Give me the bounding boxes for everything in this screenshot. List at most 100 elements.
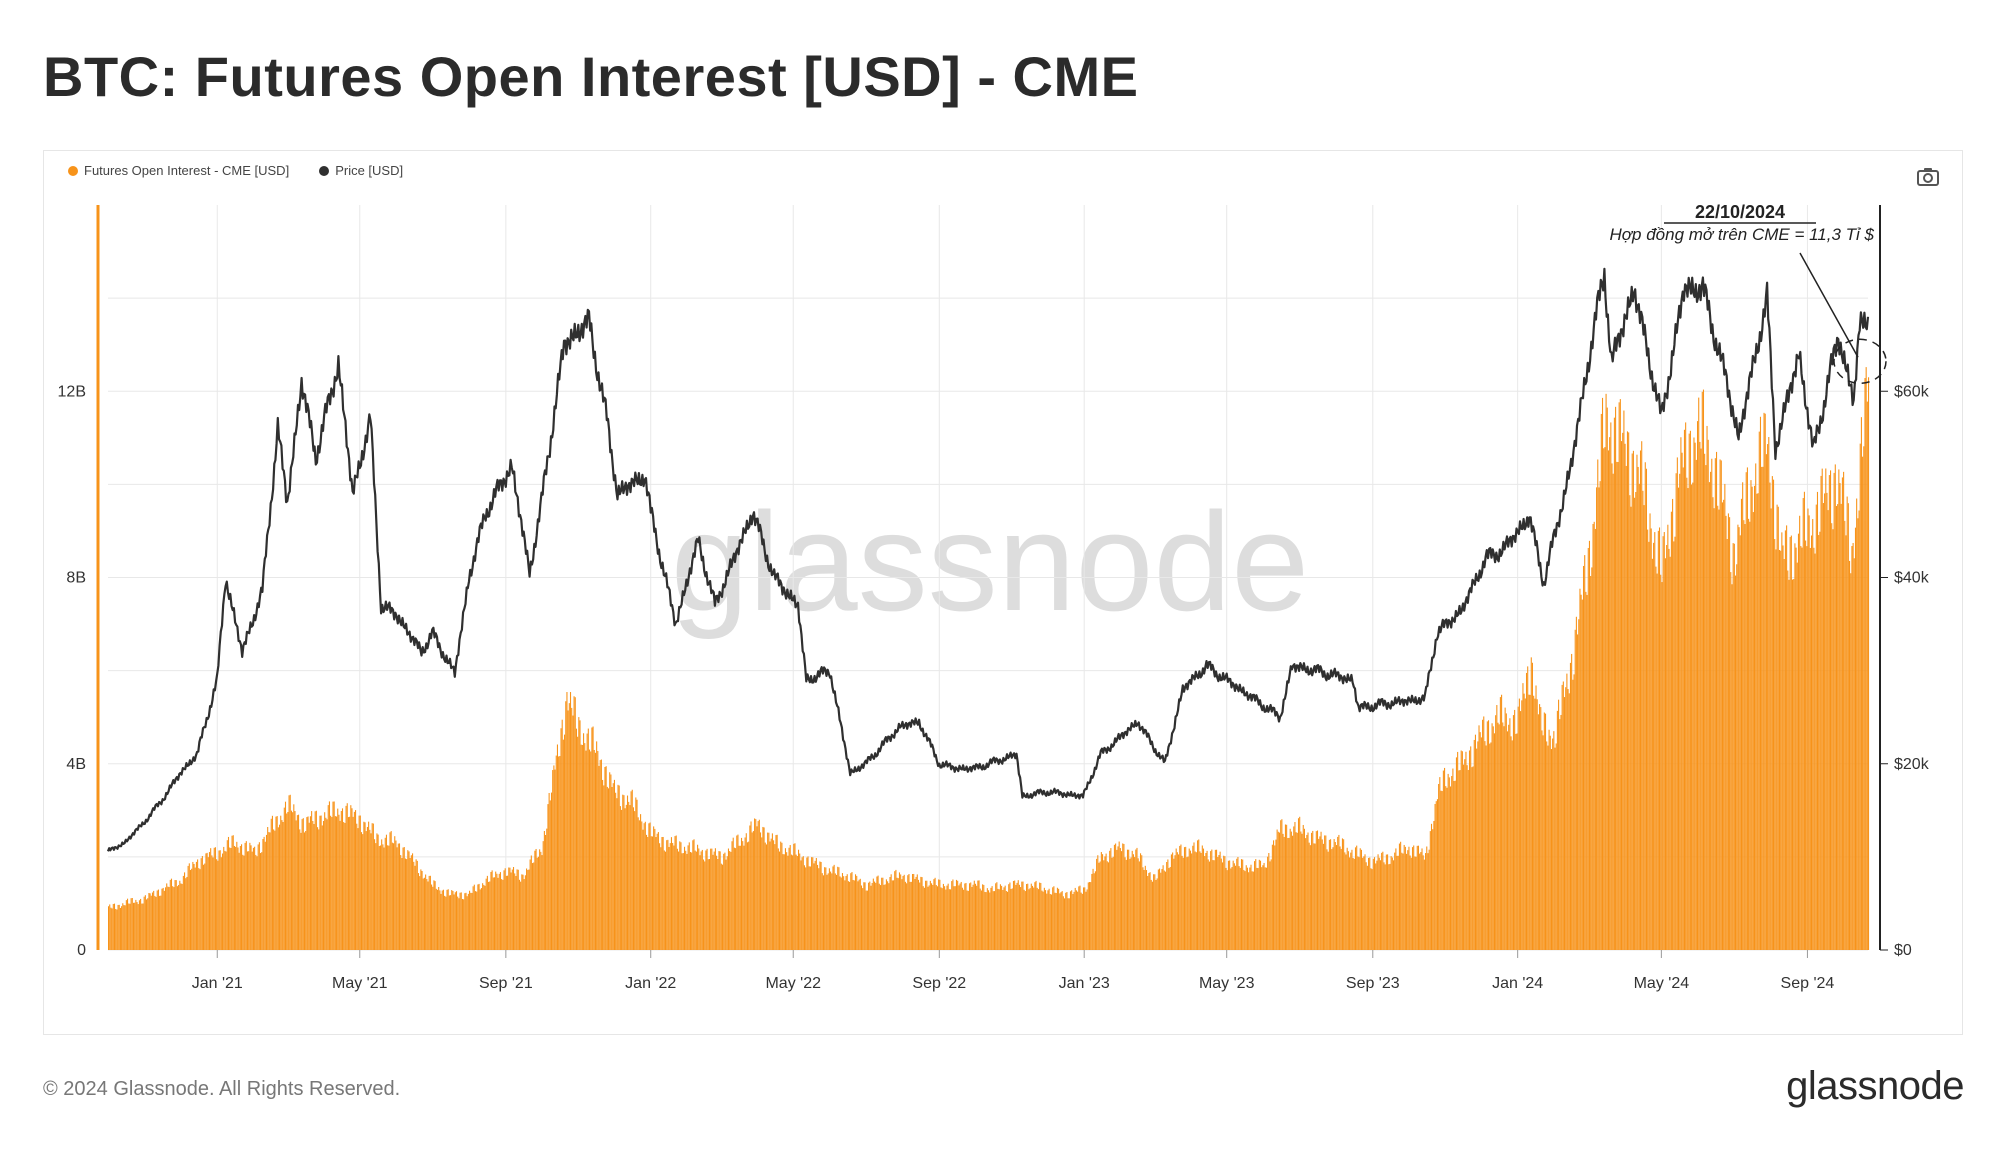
oi-bar	[1845, 535, 1847, 950]
oi-bar	[858, 879, 860, 950]
oi-bar	[1141, 855, 1143, 950]
oi-bar	[1852, 542, 1854, 950]
oi-bar	[895, 869, 897, 950]
oi-bar	[1218, 855, 1220, 950]
oi-bar	[746, 842, 749, 950]
oi-bar	[1067, 898, 1069, 950]
oi-bar	[1156, 878, 1158, 950]
oi-bar	[230, 848, 232, 950]
oi-bar	[1796, 562, 1798, 950]
oi-bar	[198, 868, 200, 950]
oi-bar	[326, 819, 328, 950]
oi-bar	[1859, 443, 1861, 950]
oi-bar	[267, 827, 269, 950]
oi-bar	[680, 842, 682, 950]
oi-bar	[859, 878, 861, 950]
oi-bar	[1858, 510, 1860, 950]
oi-bar	[515, 875, 517, 950]
oi-bar	[813, 863, 815, 950]
oi-bar	[1520, 711, 1522, 950]
oi-bar	[1803, 491, 1805, 950]
oi-bar	[372, 823, 374, 950]
oi-bar	[339, 820, 341, 950]
oi-bar	[1047, 890, 1049, 950]
oi-bar	[407, 850, 409, 950]
oi-bar	[338, 814, 340, 950]
camera-icon[interactable]	[1915, 166, 1943, 188]
oi-bar	[806, 857, 808, 950]
oi-bar	[1340, 848, 1342, 950]
oi-bar	[1428, 849, 1430, 950]
oi-bar	[1818, 535, 1820, 950]
oi-bar	[1213, 860, 1215, 950]
oi-bar	[605, 766, 607, 950]
oi-bar	[811, 857, 813, 950]
oi-bar	[1352, 858, 1354, 950]
oi-bar	[961, 887, 963, 950]
oi-bar	[864, 882, 866, 950]
oi-bar	[248, 851, 250, 950]
oi-bar	[636, 799, 638, 950]
oi-bar	[1303, 828, 1305, 950]
oi-bar	[542, 841, 544, 950]
legend-item-price[interactable]: Price [USD]	[319, 163, 403, 178]
oi-bar	[131, 898, 133, 950]
oi-bar	[640, 814, 642, 950]
oi-bar	[1691, 484, 1693, 950]
oi-bar	[322, 820, 325, 950]
oi-bar	[944, 886, 946, 950]
oi-bar	[887, 881, 889, 950]
oi-bar	[950, 889, 952, 950]
oi-bar	[1467, 769, 1469, 950]
oi-bar	[914, 878, 916, 950]
oi-bar	[1485, 745, 1487, 950]
oi-bar	[1719, 459, 1721, 950]
oi-bar	[1840, 503, 1842, 950]
legend-item-open-interest[interactable]: Futures Open Interest - CME [USD]	[68, 163, 289, 178]
oi-bar	[1351, 849, 1353, 950]
oi-bar	[1280, 820, 1282, 950]
oi-bar	[923, 887, 925, 950]
oi-bar	[1516, 733, 1518, 950]
oi-bar	[507, 875, 509, 950]
oi-bar	[1692, 482, 1694, 950]
oi-bar	[1617, 462, 1619, 950]
oi-bar	[787, 855, 789, 950]
oi-bar	[1341, 838, 1343, 950]
oi-bar	[1062, 896, 1064, 950]
oi-bar	[427, 881, 429, 950]
oi-bar	[1353, 858, 1355, 950]
oi-bar	[666, 840, 668, 950]
oi-bar	[1390, 856, 1392, 950]
oi-bar	[141, 903, 143, 950]
oi-bar	[295, 820, 297, 950]
oi-bar	[1502, 722, 1504, 950]
oi-bar	[137, 904, 139, 950]
oi-bar	[623, 795, 625, 950]
oi-bar	[1318, 838, 1320, 950]
oi-bar	[116, 909, 118, 950]
oi-bar	[1125, 859, 1127, 950]
oi-bar	[599, 760, 601, 950]
oi-bar	[1670, 511, 1672, 950]
oi-bar	[953, 886, 955, 950]
oi-bar	[1822, 503, 1824, 950]
oi-bar	[1118, 841, 1120, 950]
oi-bar	[718, 851, 720, 950]
oi-bar	[492, 877, 494, 950]
oi-bar	[485, 878, 487, 950]
oi-bar	[708, 858, 711, 950]
oi-bar	[1634, 497, 1636, 950]
oi-bar	[1206, 850, 1208, 950]
oi-bar	[979, 888, 981, 950]
oi-bar	[1628, 432, 1630, 950]
oi-bar	[249, 842, 251, 950]
oi-bar	[1718, 509, 1720, 950]
page-title: BTC: Futures Open Interest [USD] - CME	[43, 45, 1139, 108]
oi-bar	[1104, 856, 1106, 950]
oi-bar	[490, 871, 492, 950]
oi-bar	[824, 867, 826, 950]
oi-bar	[410, 855, 412, 950]
oi-bar	[1224, 856, 1226, 950]
oi-bar	[1327, 851, 1329, 950]
